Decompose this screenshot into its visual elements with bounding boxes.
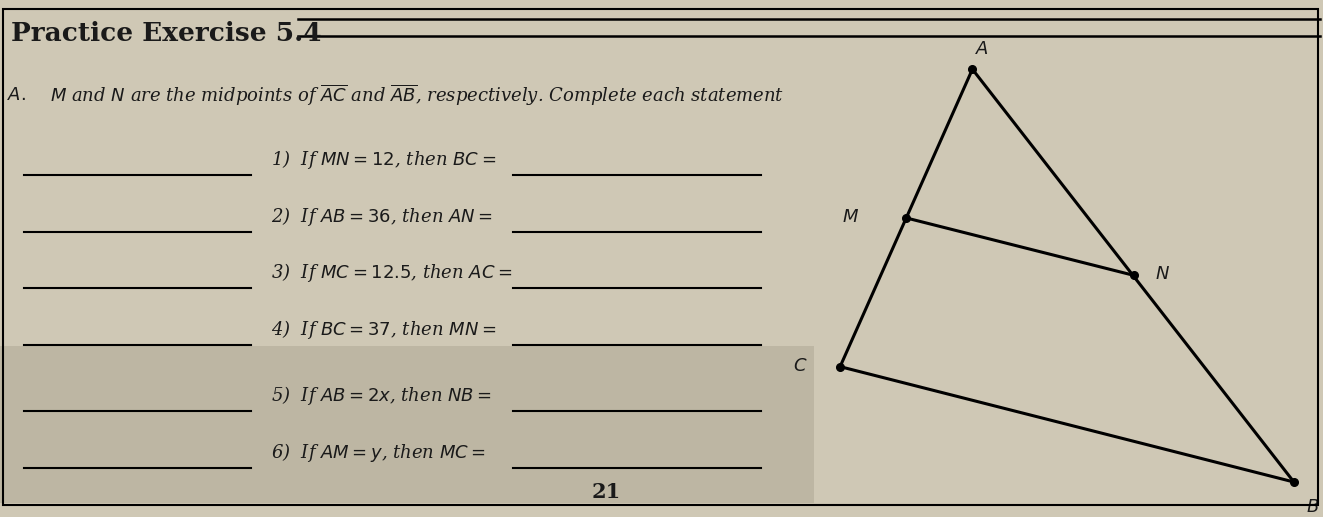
Text: $A$: $A$ <box>975 40 988 58</box>
Text: $C$: $C$ <box>794 357 807 375</box>
Text: 5)  If $AB = 2x$, then $NB =$: 5) If $AB = 2x$, then $NB =$ <box>271 384 497 407</box>
Text: 6)  If $AM = y$, then $MC =$: 6) If $AM = y$, then $MC =$ <box>271 441 492 464</box>
Text: $A.$: $A.$ <box>7 86 25 104</box>
FancyBboxPatch shape <box>0 346 814 503</box>
Text: 4)  If $BC = 37$, then $MN =$: 4) If $BC = 37$, then $MN =$ <box>271 318 501 341</box>
Text: $M$: $M$ <box>843 208 859 226</box>
Text: 21: 21 <box>591 482 620 503</box>
Text: 1)  If $MN = 12$, then $BC =$: 1) If $MN = 12$, then $BC =$ <box>271 148 501 172</box>
Text: Practice Exercise 5.4: Practice Exercise 5.4 <box>11 21 321 46</box>
Text: $N$: $N$ <box>1155 265 1171 283</box>
Text: 2)  If $AB = 36$, then $AN =$: 2) If $AB = 36$, then $AN =$ <box>271 205 499 228</box>
Text: $B$: $B$ <box>1306 498 1319 515</box>
Text: $M$ and $N$ are the midpoints of $\overline{AC}$ and $\overline{AB}$, respective: $M$ and $N$ are the midpoints of $\overl… <box>50 82 785 108</box>
Text: 3)  If $MC = 12.5$, then $AC =$: 3) If $MC = 12.5$, then $AC =$ <box>271 261 519 284</box>
